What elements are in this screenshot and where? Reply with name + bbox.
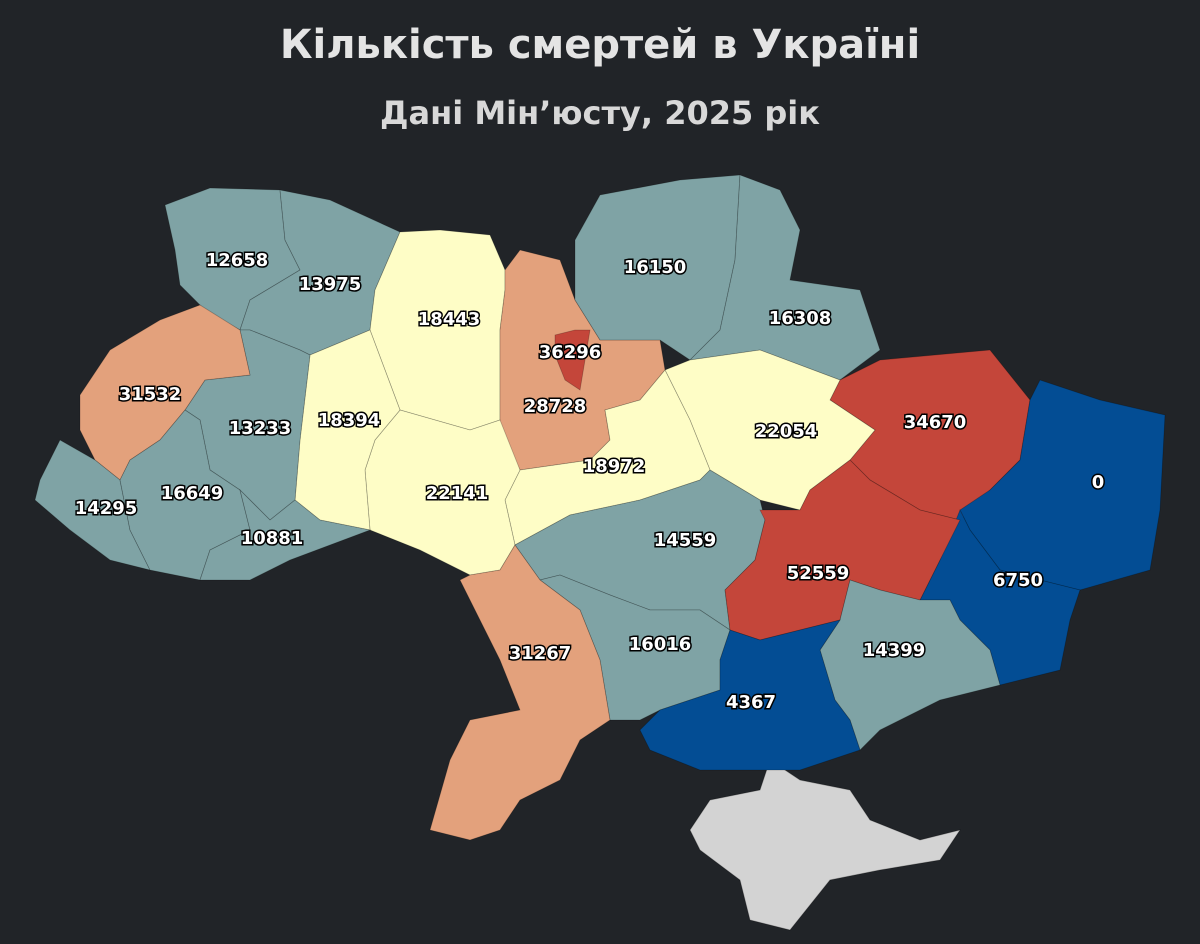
region-value-label: 36296 <box>539 342 602 363</box>
region-value-label: 16016 <box>629 634 692 655</box>
region <box>199 488 372 581</box>
region <box>688 174 881 381</box>
crimea <box>689 759 962 931</box>
region-value-label: 0 <box>1092 472 1105 493</box>
region <box>639 619 861 771</box>
region-value-label: 4367 <box>726 692 776 713</box>
regions <box>34 174 1166 841</box>
region-value-label: 22141 <box>426 483 489 504</box>
region <box>429 544 611 841</box>
region-value-label: 16649 <box>161 483 224 504</box>
region-value-label: 34670 <box>904 412 967 433</box>
region-value-label: 16150 <box>624 257 687 278</box>
region-value-label: 16308 <box>769 308 832 329</box>
region-value-label: 13233 <box>229 418 292 439</box>
region-value-label: 18443 <box>418 309 481 330</box>
map-title: Кількість смертей в Україні <box>280 22 920 68</box>
region-value-label: 6750 <box>993 570 1043 591</box>
region-value-label: 10881 <box>241 528 304 549</box>
region-value-label: 14559 <box>654 530 717 551</box>
region-value-label: 22054 <box>755 421 818 442</box>
region-value-label: 18972 <box>583 456 646 477</box>
region-value-label: 31532 <box>119 384 182 405</box>
region-value-label: 13975 <box>299 274 362 295</box>
labels: 12658 13975 18443 28728 36296 16150 16308 34670… <box>73 249 1106 715</box>
map-subtitle: Дані Мін’юсту, 2025 рік <box>380 94 820 132</box>
region-value-label: 14295 <box>75 498 138 519</box>
region <box>554 329 591 391</box>
region-value-label: 28728 <box>524 396 587 417</box>
region-value-label: 31267 <box>509 643 572 664</box>
region-value-label: 18394 <box>318 410 381 431</box>
region-value-label: 52559 <box>787 563 850 584</box>
region-value-label: 14399 <box>863 640 926 661</box>
region-value-label: 12658 <box>206 250 269 271</box>
